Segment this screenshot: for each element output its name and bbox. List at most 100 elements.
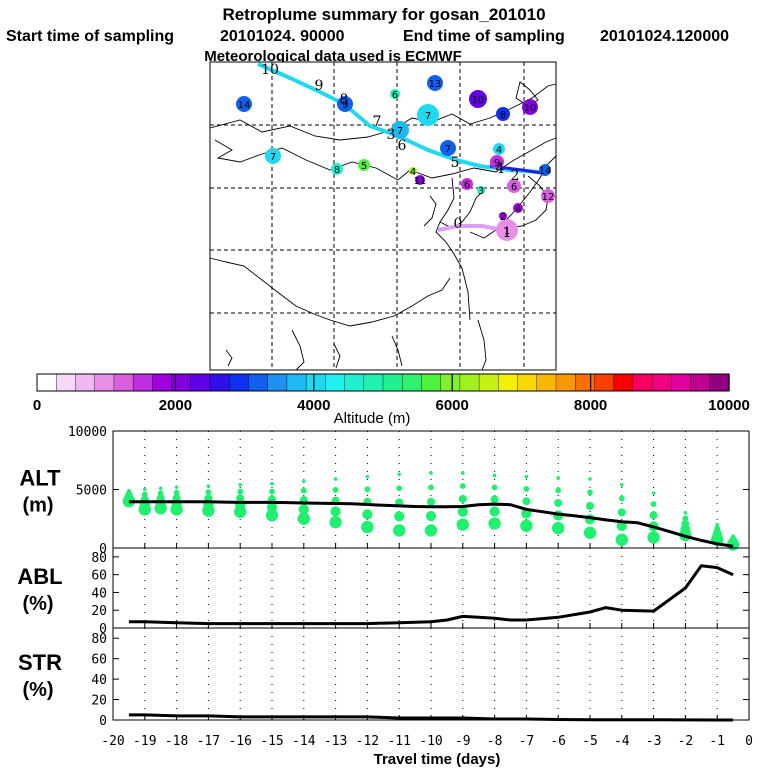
cluster-label: 7 [425, 111, 431, 122]
trajectory-day-label: 7 [373, 114, 382, 130]
altitude-cluster-dot [649, 511, 658, 520]
cluster-marker [427, 75, 443, 91]
altitude-cluster-dot [234, 505, 247, 518]
cluster-label: 14 [539, 166, 552, 177]
colorbar-cell [94, 373, 115, 392]
altitude-cluster-dot [154, 502, 167, 515]
panel-unit: (m) [22, 495, 53, 517]
cluster-label: 10 [524, 103, 537, 114]
altitude-cluster-dot [237, 488, 244, 495]
altitude-cluster-dot [461, 471, 465, 475]
cluster-marker [496, 219, 518, 241]
altitude-cluster-dot [300, 487, 307, 494]
altitude-cluster-dot [491, 484, 498, 491]
colorbar-cell [152, 373, 173, 392]
altitude-cluster-dot [522, 497, 531, 506]
altitude-cluster-dot [297, 512, 310, 525]
altitude-cluster-dot [397, 472, 402, 477]
trajectory-day-label: 8 [340, 92, 349, 108]
colorbar-cell [459, 373, 480, 392]
cluster-marker [477, 186, 485, 194]
x-tick-label: -2 [678, 734, 694, 749]
y-tick-label: 20 [91, 694, 107, 709]
x-tick-label: -7 [519, 734, 535, 749]
series-line [128, 564, 734, 626]
altitude-cluster-dot [457, 506, 468, 517]
colorbar-cell [132, 373, 154, 392]
altitude-cluster-dot [682, 515, 689, 522]
altitude-cluster-dot [586, 501, 594, 510]
cluster-marker [513, 203, 523, 213]
panel-alt: 0 5000 10000 ALT (m) [19, 425, 750, 557]
altitude-cluster-dot [456, 518, 469, 531]
cluster-label: 9 [494, 158, 500, 169]
y-tick-label: 60 [91, 653, 107, 668]
colorbar-cell [613, 373, 634, 392]
colorbar-cell [229, 373, 250, 392]
altitude-cluster-dot [205, 489, 212, 496]
colorbar-tick-label: 10000 [708, 397, 750, 414]
altitude-cluster-dot [236, 494, 245, 503]
altitude-cluster-dot [520, 519, 533, 532]
x-tick-label: -13 [324, 734, 347, 749]
altitude-cluster-dot [365, 474, 370, 479]
colorbar-cell [536, 373, 557, 392]
x-tick-label: -19 [133, 734, 156, 749]
start-label: Start time of sampling [6, 28, 174, 45]
cluster-marker [490, 155, 504, 169]
trajectory-day-label: 4 [496, 161, 505, 177]
series-line [128, 713, 734, 722]
x-tick-label: -1 [709, 734, 725, 749]
y-tick-label: 40 [91, 673, 107, 688]
map-coastlines [209, 81, 557, 371]
x-tick-label: -8 [487, 734, 503, 749]
trajectory-day-label: 9 [315, 78, 324, 94]
time-series-panels: 0 5000 10000 ALT (m) 0 20 40 60 80 ABL (%) 0 20 40 60 80… [17, 425, 753, 749]
panel-frame [112, 627, 750, 721]
altitude-cluster-dot [459, 483, 466, 489]
y-tick-label: 10000 [68, 425, 107, 440]
cluster-label: 9 [342, 100, 348, 111]
colorbar-tick-label: 0 [33, 397, 41, 414]
cluster-label: 6 [392, 90, 398, 101]
colorbar-cell [402, 373, 423, 392]
altitude-cluster-dot [617, 508, 626, 517]
x-tick-label: -14 [292, 734, 316, 749]
cluster-marker [236, 96, 252, 112]
x-tick-label: -10 [419, 734, 442, 749]
x-tick-label: -20 [101, 734, 124, 749]
altitude-cluster-dot [396, 485, 403, 492]
altitude-cluster-dot [615, 533, 628, 547]
colorbar-cell [690, 373, 711, 392]
y-tick-label: 0 [99, 714, 107, 729]
y-tick-label: 0 [99, 622, 107, 637]
cluster-marker [493, 143, 505, 155]
colorbar-cell [575, 373, 596, 392]
altitude-cluster-dot [620, 483, 624, 487]
y-tick-label: 0 [99, 542, 107, 557]
altitude-cluster-dot [583, 526, 597, 539]
series-line [128, 500, 734, 548]
altitude-cluster-dot [329, 516, 342, 529]
colorbar-cell [56, 373, 77, 392]
x-tick-label: -9 [455, 734, 471, 749]
cluster-label: 3 [478, 186, 484, 197]
x-tick-label: -5 [582, 734, 598, 749]
altitude-cluster-dot [647, 531, 660, 544]
colorbar-cell [517, 373, 538, 392]
colorbar-cell [671, 373, 692, 392]
colorbar-cell [632, 373, 653, 392]
panel-str: 0 20 40 60 80 STR (%) [18, 627, 750, 729]
colorbar-tick-label: 8000 [574, 397, 607, 414]
colorbar-tick-label: 6000 [436, 397, 469, 414]
cluster-label: 10 [472, 95, 485, 106]
altitude-cluster-dot [362, 509, 373, 520]
altitude-cluster-dot [427, 497, 435, 506]
altitude-cluster-dot [143, 487, 147, 492]
colorbar-cell [248, 373, 269, 392]
panel-label: ALT [19, 466, 61, 491]
altitude-cluster-dot [270, 481, 274, 486]
cluster-label: 8 [500, 110, 506, 121]
